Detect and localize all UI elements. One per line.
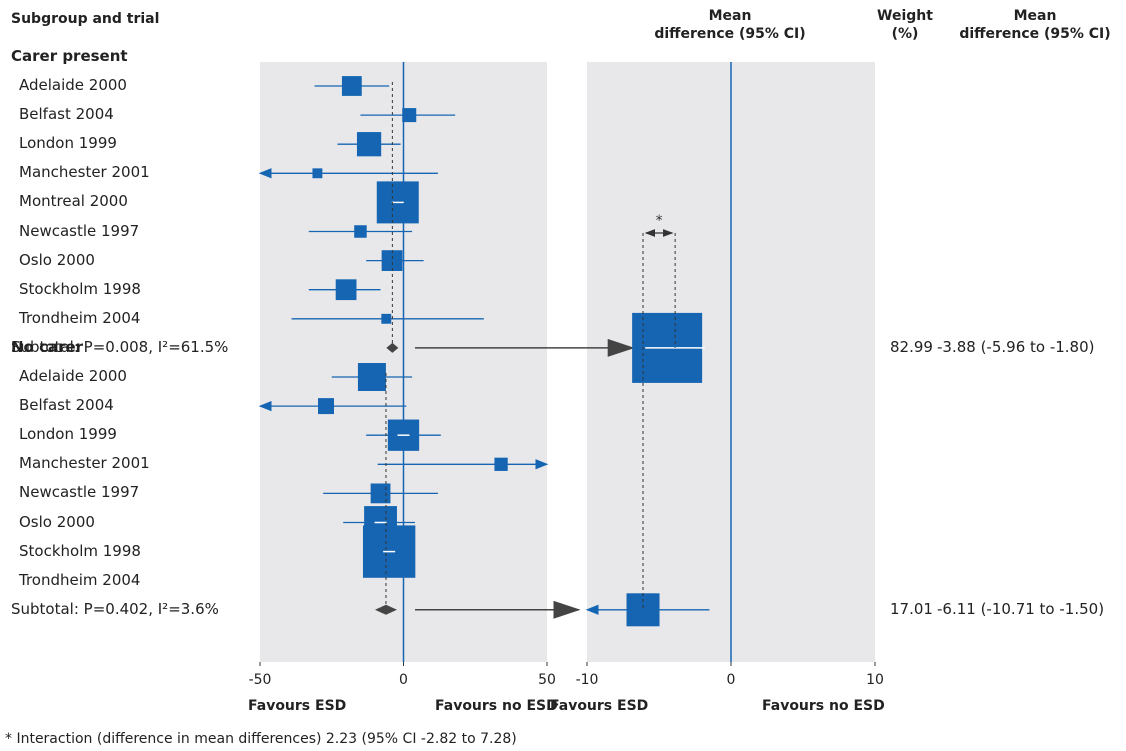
subtotal-diamond [386,342,399,353]
trial-label: Trondheim 2004 [19,570,141,589]
tick-label: 0 [727,672,736,688]
ci-value: -6.11 (-10.71 to -1.50) [937,599,1105,618]
tick-label: 10 [866,672,884,688]
point-estimate-square [370,483,391,504]
subgroup-title: No carer [11,338,84,356]
trial-label: London 1999 [19,134,117,153]
point-estimate-square [318,398,334,415]
subgroup-title: Carer present [11,47,128,65]
trial-label: Stockholm 1998 [19,541,141,560]
interaction-marker: * [656,213,663,229]
tick-label: -50 [249,672,272,688]
trial-label: Adelaide 2000 [19,367,127,385]
weight-value: 17.01 [890,599,933,618]
subtotal-diamond [374,604,397,615]
header-mean-difference-col: Mean difference (95% CI) [959,8,1111,42]
trial-label: Oslo 2000 [19,512,95,531]
weight-value: 82.99 [890,337,933,356]
footnote: * Interaction (difference in mean differ… [5,731,517,747]
tick-label: -10 [576,672,599,688]
point-estimate-square [312,168,323,179]
header-weight: Weight (%) [877,8,933,42]
subtotal-label: Subtotal: P=0.402, I²=3.6% [11,599,219,618]
trial-label: Oslo 2000 [19,250,95,269]
trial-label: Manchester 2001 [19,163,150,182]
left-xlabel-favours-no-esd: Favours no ESD [435,698,558,714]
trial-label: London 1999 [19,425,117,444]
point-estimate-square [381,250,403,271]
trial-label: Stockholm 1998 [19,279,141,298]
point-estimate-square [341,76,362,96]
header-subgroup-trial: Subgroup and trial [11,11,160,27]
point-estimate-square [335,279,357,301]
left-xlabel-favours-esd: Favours ESD [248,698,347,714]
trial-label: Newcastle 1997 [19,221,140,240]
point-estimate-square [381,313,392,324]
trial-label: Newcastle 1997 [19,483,140,502]
trial-label: Adelaide 2000 [19,76,127,94]
point-estimate-square [354,225,367,238]
trial-label: Trondheim 2004 [19,308,141,327]
trial-label: Montreal 2000 [19,192,128,211]
right-xlabel-favours-esd: Favours ESD [550,698,649,714]
trial-label: Belfast 2004 [19,105,114,124]
point-estimate-square [357,363,386,391]
header-mean-difference: Mean difference (95% CI) [654,8,806,42]
subtotal-label: Subtotal: P=0.008, I²=61.5% [11,337,229,356]
pooled-square [626,593,660,627]
ci-value: -3.88 (-5.96 to -1.80) [937,337,1095,356]
right-xlabel-favours-no-esd: Favours no ESD [762,698,885,714]
trial-label: Manchester 2001 [19,454,150,473]
tick-label: 50 [538,672,556,688]
tick-label: 0 [399,672,408,688]
trial-label: Belfast 2004 [19,396,114,415]
point-estimate-square [356,132,382,157]
point-estimate-square [494,457,508,471]
point-estimate-square [402,108,417,123]
